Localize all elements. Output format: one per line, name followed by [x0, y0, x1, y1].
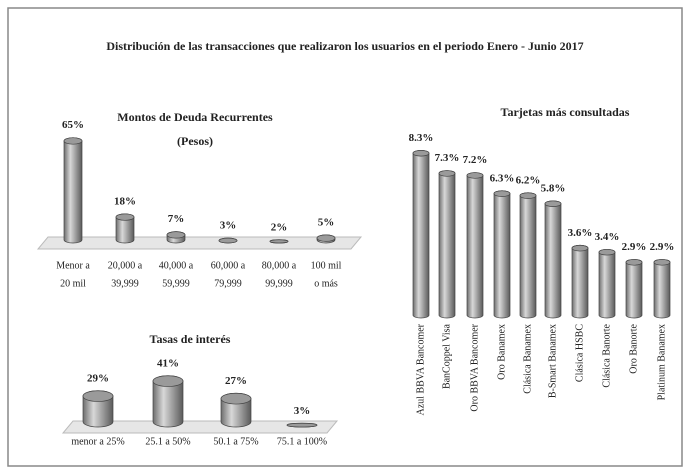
x-tick-label: 39,999 [111, 278, 139, 289]
value-label: 2% [271, 221, 288, 233]
chart-title: Tasas de interés [150, 332, 231, 346]
bar [438, 170, 456, 319]
x-tick-label: Platinum Banamex [656, 324, 667, 400]
bar-cap [653, 259, 671, 266]
value-label: 18% [114, 195, 136, 207]
bar [653, 259, 671, 319]
x-tick-label: 79,999 [214, 278, 242, 289]
value-label: 6.3% [490, 172, 515, 184]
bar-cap [218, 237, 238, 244]
bar [63, 137, 83, 244]
bar [412, 149, 430, 319]
x-tick-label: 50.1 a 75% [213, 436, 258, 447]
x-tick-label: B-Smart Banamex [547, 324, 558, 398]
x-tick-label: Clásica Banorte [601, 323, 612, 387]
bar-cap [115, 213, 135, 221]
x-tick-label: Oro Banamex [496, 324, 507, 380]
value-label: 5% [318, 216, 335, 228]
bar-cap [438, 170, 456, 177]
bar-cap [519, 192, 537, 199]
value-label: 41% [157, 357, 179, 369]
floor [61, 420, 339, 434]
value-label: 7% [168, 213, 185, 225]
bar [625, 259, 643, 319]
x-tick-label: 80,000 a [262, 260, 297, 271]
bar-cap [466, 172, 484, 179]
bar-cap [412, 149, 430, 157]
bar-cap [166, 231, 186, 239]
chart-title: Tarjetas más consultadas [501, 105, 630, 119]
value-label: 3% [220, 220, 237, 232]
bar-cap [598, 248, 616, 256]
bar [466, 172, 484, 319]
bar-cap [82, 390, 114, 402]
value-label: 2.9% [650, 241, 675, 253]
value-label: 6.2% [516, 174, 541, 186]
value-label: 7.2% [463, 154, 488, 166]
value-label: 3% [294, 405, 311, 417]
x-tick-label: 25.1 a 50% [145, 436, 190, 447]
value-label: 2.9% [622, 241, 647, 253]
x-tick-label: 40,000 a [159, 260, 194, 271]
value-label: 5.8% [541, 182, 566, 194]
chart-subtitle: (Pesos) [177, 134, 213, 148]
bar-cap [316, 234, 336, 242]
x-tick-label: 100 mil [311, 260, 342, 271]
x-tick-label: Menor a [56, 260, 90, 271]
x-tick-label: 59,999 [162, 278, 190, 289]
x-tick-label: Oro BBVA Bancomer [469, 323, 480, 411]
floor [36, 236, 363, 250]
x-tick-label: Azul BBVA Bancomer [415, 323, 426, 415]
x-tick-label: Oro Banorte [628, 323, 639, 373]
x-tick-label: BanCoppel Visa [441, 323, 452, 389]
bar-cap [63, 137, 83, 145]
x-tick-label: 20 mil [60, 278, 86, 289]
x-tick-label: 20,000 a [108, 260, 143, 271]
bar [519, 192, 537, 319]
value-label: 3.6% [568, 227, 593, 239]
bar [493, 190, 511, 319]
chart-title: Montos de Deuda Recurrentes [117, 110, 273, 124]
value-label: 27% [225, 375, 247, 387]
bar-cap [493, 190, 511, 197]
x-tick-label: menor a 25% [71, 436, 124, 447]
value-label: 8.3% [409, 132, 434, 144]
bar [571, 244, 589, 319]
x-tick-label: 60,000 a [211, 260, 246, 271]
value-label: 3.4% [595, 231, 620, 243]
bar [598, 248, 616, 319]
value-label: 65% [62, 119, 84, 131]
bar-cap [625, 259, 643, 266]
page-title: Distribución de las transacciones que re… [106, 39, 583, 53]
x-tick-label: Clásica HSBC [574, 324, 585, 382]
value-label: 29% [87, 372, 109, 384]
x-tick-label: Clásica Banamex [522, 324, 533, 394]
x-tick-label: o más [314, 278, 338, 289]
bar-cap [544, 200, 562, 207]
bar-cap [220, 392, 252, 405]
x-tick-label: 75.1 a 100% [277, 436, 327, 447]
bar-cap [571, 244, 589, 252]
value-label: 7.3% [435, 152, 460, 164]
x-tick-label: 99,999 [265, 278, 293, 289]
bar-cap [286, 422, 318, 428]
bar [544, 200, 562, 319]
bar-cap [269, 239, 289, 244]
bar-cap [152, 375, 184, 387]
